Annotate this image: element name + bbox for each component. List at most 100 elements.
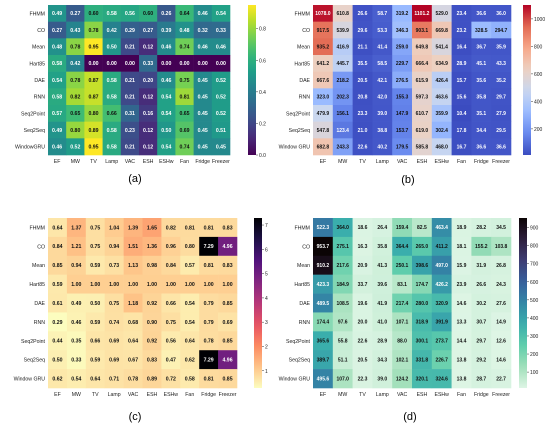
heatmap-cell [332, 121, 353, 139]
heatmap-cell [431, 293, 452, 313]
heatmap-cell [48, 293, 68, 313]
cell-value-label: 36.6 [476, 144, 486, 150]
heatmap-cell [332, 138, 353, 156]
cell-value-label: 0.75 [166, 320, 176, 326]
heatmap-cell [412, 293, 433, 313]
cell-value-label: 300.1 [416, 339, 429, 345]
cell-value-label: 0.54 [52, 78, 62, 84]
cell-value-label: 0.82 [166, 225, 176, 231]
row-label: Seq2Seq [289, 358, 310, 364]
heatmap-cell [139, 138, 158, 156]
heatmap-panel-2: 1078.0 610.8 26.6 58.7 319.2 1101.2 529.0 23.4 3… [279, 5, 545, 186]
cell-value-label: 0.12 [143, 128, 153, 134]
cell-value-label: 0.56 [125, 11, 135, 17]
cell-value-label: 0.00 [161, 61, 171, 67]
cell-value-label: 320.1 [416, 376, 429, 382]
cell-value-label: 495.6 [317, 376, 330, 382]
cell-value-label: 0.48 [179, 28, 189, 34]
cell-value-label: 1.00 [204, 282, 214, 288]
heatmap-cell [142, 369, 162, 389]
cell-value-label: 0.58 [107, 145, 117, 151]
row-label: Hart85 [29, 61, 45, 67]
cell-value-label: 0.81 [185, 225, 195, 231]
column-label: ESHw [434, 159, 449, 165]
heatmap-cell [491, 55, 512, 72]
cell-value-label: 328.5 [475, 28, 488, 34]
heatmap-cell [180, 236, 200, 257]
cell-value-label: 0.33 [71, 358, 81, 364]
cell-value-label: 0.78 [70, 78, 80, 84]
heatmap-cell [193, 5, 213, 22]
heatmap-cell [199, 331, 219, 351]
heatmap-cell [85, 255, 105, 275]
colorbar-tick-label: 100 [530, 370, 539, 376]
column-label: ESHw [164, 392, 179, 398]
cell-value-label: 0.46 [198, 11, 208, 17]
heatmap-cell [218, 369, 238, 389]
heatmap-cell [451, 71, 472, 89]
heatmap-cell [431, 369, 452, 389]
cell-value-label: 26.4 [377, 225, 387, 231]
cell-value-label: 29.7 [496, 94, 506, 100]
cell-value-label: 641.2 [317, 61, 330, 67]
cell-value-label: 0.54 [161, 145, 171, 151]
row-label: Hart85 [294, 61, 310, 67]
heatmap-cell [48, 350, 68, 370]
heatmap-cell [180, 218, 200, 238]
heatmap-cell [85, 369, 105, 389]
heatmap-cell [48, 138, 67, 156]
heatmap-cell [332, 274, 353, 294]
heatmap-cell [161, 293, 181, 313]
cell-value-label: 0.62 [52, 376, 62, 382]
cell-value-label: 610.7 [416, 111, 429, 117]
cell-value-label: 0.85 [222, 301, 232, 307]
cell-value-label: 0.78 [70, 45, 80, 51]
heatmap-cell [199, 293, 219, 313]
heatmap-cell [332, 21, 353, 39]
cell-value-label: 0.81 [179, 95, 189, 101]
heatmap-cell [66, 138, 85, 156]
cell-value-label: 55.8 [338, 339, 348, 345]
heatmap-cell [431, 21, 452, 39]
cell-value-label: 33.7 [358, 282, 368, 288]
heatmap-cell [392, 105, 413, 122]
cell-value-label: 0.21 [125, 45, 135, 51]
cell-value-label: 0.27 [70, 11, 80, 17]
heatmap-cell [332, 331, 353, 351]
heatmap-cell [313, 293, 334, 313]
heatmap-cell [431, 71, 452, 89]
cell-value-label: 0.32 [198, 28, 208, 34]
heatmap-cell [352, 236, 373, 257]
heatmap-cell [193, 71, 213, 89]
row-label: RNN [34, 320, 45, 326]
heatmap-cell [175, 55, 194, 72]
heatmap-cell [392, 236, 413, 257]
cell-value-label: 0.80 [88, 111, 98, 117]
heatmap-cell [491, 369, 512, 389]
cell-value-label: 0.59 [90, 263, 100, 269]
cell-value-label: 0.57 [52, 111, 62, 117]
cell-value-label: 0.84 [52, 244, 62, 250]
heatmap-cell [491, 5, 512, 22]
heatmap-cell [313, 138, 334, 156]
cell-value-label: 41.4 [377, 44, 387, 50]
cell-value-label: 364.4 [396, 244, 409, 250]
heatmap-cell [104, 236, 124, 257]
heatmap-cell [313, 236, 334, 257]
cell-value-label: 155.2 [475, 244, 488, 250]
heatmap-cell [352, 293, 373, 313]
heatmap-cell [161, 331, 181, 351]
cell-value-label: 1.13 [128, 263, 138, 269]
heatmap-cell [313, 5, 334, 22]
heatmap-cell [431, 121, 452, 139]
cell-value-label: 0.27 [143, 28, 153, 34]
heatmap-cell [123, 331, 143, 351]
cell-value-label: 0.45 [198, 95, 208, 101]
heatmap-cell [193, 55, 213, 72]
heatmap-cell [157, 121, 176, 139]
cell-value-label: 0.61 [52, 301, 62, 307]
cell-value-label: 1.18 [128, 301, 138, 307]
cell-value-label: 0.89 [147, 376, 157, 382]
heatmap-cell [372, 312, 393, 332]
heatmap-cell [123, 236, 143, 257]
